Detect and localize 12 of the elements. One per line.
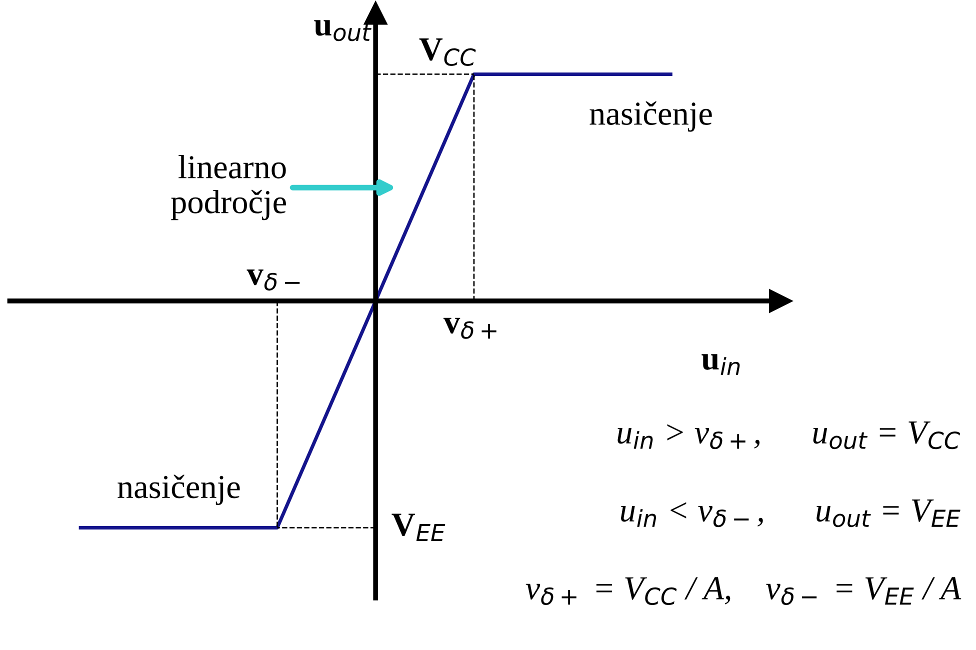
y-axis-title: u$_{out}$ [314, 20, 372, 42]
x-tick-label: v$_{δ−}$ [246, 269, 300, 291]
x-tick-label: v$_{δ+}$ [443, 318, 496, 339]
annotation: V$_{EE}$ [392, 514, 446, 542]
annotation: u$_{in}$ > v$_{δ+}$, u$_{out}$ = V$_{CC}$ [618, 422, 960, 450]
x-axis-title: u$_{in}$ [702, 354, 740, 375]
annotation: u$_{in}$ < v$_{δ−}$, u$_{out}$ = V$_{EE}$ [621, 500, 960, 528]
annotation: nasičenje [590, 101, 712, 132]
annotation: linearno področje [171, 155, 286, 220]
text: V$_{CC}$ [419, 38, 476, 66]
text: v$_{δ+}$ = V$_{CC}$ / A, v$_{δ−}$ = V$_{EE}$ / A [526, 577, 962, 605]
annotation: nasičenje [118, 474, 240, 506]
